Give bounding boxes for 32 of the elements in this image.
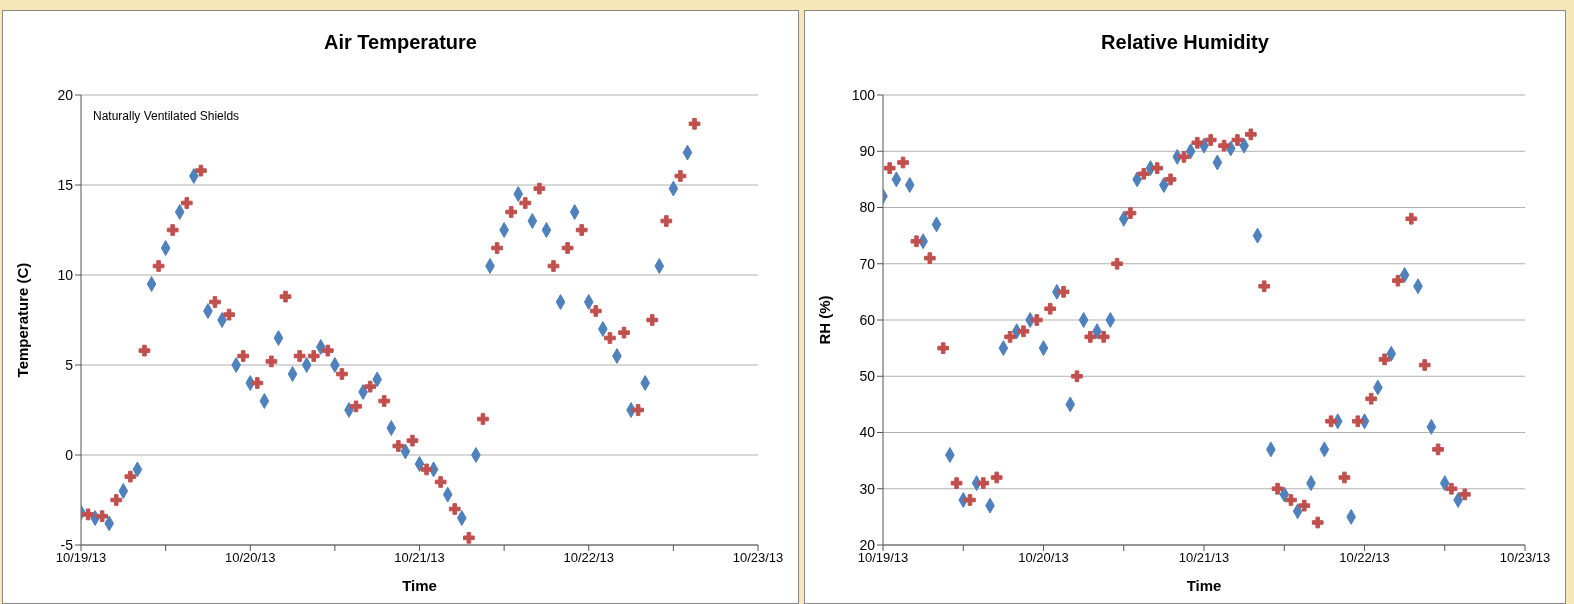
y-axis-title: Temperature (C) xyxy=(14,262,32,378)
y-tick-label: 100 xyxy=(851,86,876,103)
y-tick-label: 90 xyxy=(859,143,876,160)
x-tick-label: 10/19/13 xyxy=(55,550,107,566)
chart-title: Air Temperature xyxy=(323,31,478,54)
x-tick-label: 10/22/13 xyxy=(563,550,615,566)
x-axis-title: Time xyxy=(402,577,437,594)
y-axis-title: RH (%) xyxy=(816,295,834,345)
x-axis-title: Time xyxy=(1186,577,1222,594)
x-tick-label: 10/20/13 xyxy=(1018,550,1069,566)
x-tick-label: 10/21/13 xyxy=(1178,550,1230,566)
y-tick-label: 0 xyxy=(65,446,74,463)
y-tick-label: 50 xyxy=(859,368,876,385)
chart-title: Relative Humidity xyxy=(1100,31,1270,54)
y-tick-label: 20 xyxy=(57,86,74,103)
x-tick-label: 10/20/13 xyxy=(224,550,276,566)
y-tick-label: 20 xyxy=(859,536,876,553)
x-tick-label: 10/22/13 xyxy=(1339,550,1390,566)
annotation: Naturally Ventilated Shields xyxy=(93,109,240,123)
x-tick-label: 10/23/13 xyxy=(732,550,784,566)
y-tick-label: 80 xyxy=(859,199,876,216)
y-tick-label: 70 xyxy=(859,255,876,272)
y-tick-label: 60 xyxy=(859,311,876,328)
x-tick-label: 10/23/13 xyxy=(1499,550,1551,566)
x-tick-label: 10/19/13 xyxy=(857,550,909,566)
x-tick-label: 10/21/13 xyxy=(394,550,445,566)
y-tick-label: 5 xyxy=(65,356,74,373)
y-tick-label: 10 xyxy=(57,266,74,283)
y-tick-label: 40 xyxy=(859,424,876,441)
y-tick-label: 30 xyxy=(859,480,876,497)
y-tick-label: -5 xyxy=(60,536,74,553)
y-tick-label: 15 xyxy=(57,176,74,193)
